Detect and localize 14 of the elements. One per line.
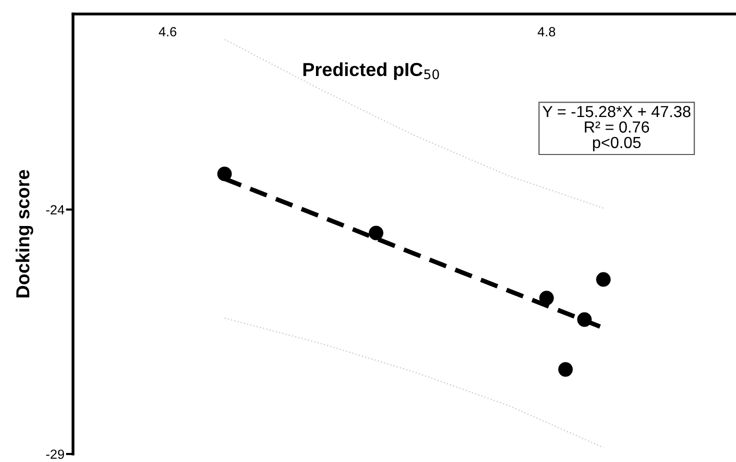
point (577, 312, 592, 327)
x-tick-label: 4.8 (538, 27, 556, 36)
x-tick-label: 4.6 (158, 27, 176, 36)
point (558, 362, 573, 377)
point (217, 166, 232, 182)
x-axis-title: Predicted pIC$_{50}$ (303, 62, 440, 80)
annotation: Y = -15.28*X + 47.38 R² = 0.76 p<0.05 (542, 106, 690, 152)
point (368, 226, 384, 240)
point (596, 272, 611, 287)
y-tick-label: -24 (46, 205, 64, 214)
line-series (224, 317, 604, 448)
y-tick-label: -29 (46, 450, 64, 459)
point (539, 290, 554, 306)
y-axis-title: Docking score (16, 170, 34, 298)
